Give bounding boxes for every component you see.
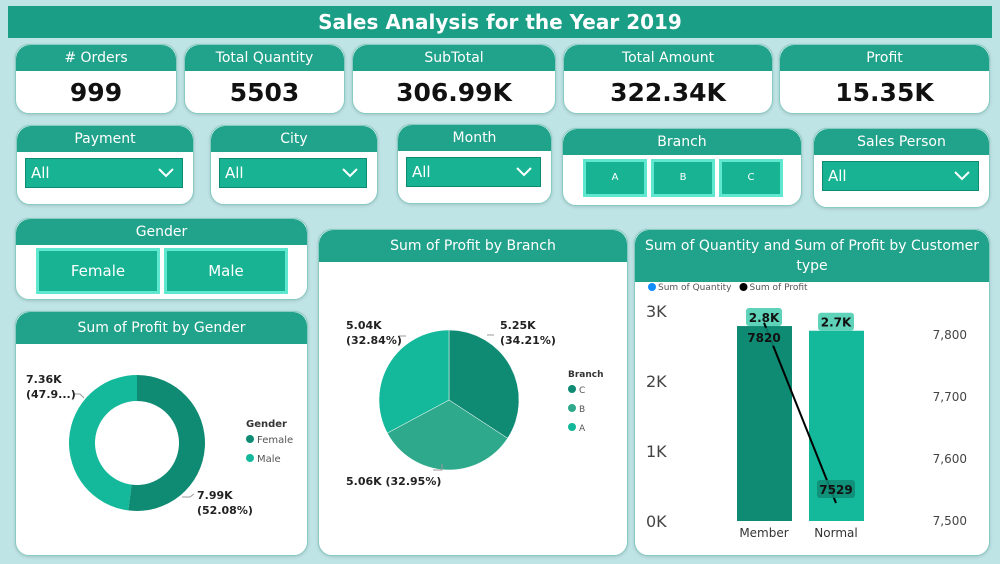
chart-card: Sum of Quantity and Sum of Profit by Cus… xyxy=(634,229,990,556)
dropdown-chevron[interactable] xyxy=(158,168,174,178)
slicer-card: Sales Person All xyxy=(813,128,990,208)
data-label: 7.36K (47.9...) xyxy=(26,373,76,401)
kpi-label: Total Amount xyxy=(564,45,772,71)
slicer-card: City All xyxy=(210,125,378,205)
branch-button[interactable]: B xyxy=(651,159,715,197)
slicer-card: Gender Female Male xyxy=(15,218,308,300)
branch-button[interactable]: C xyxy=(719,159,783,197)
gender-button[interactable]: Female xyxy=(36,248,160,294)
chart-title: Sum of Quantity and Sum of Profit by Cus… xyxy=(635,230,989,282)
branch-button[interactable]: A xyxy=(583,159,647,197)
dropdown-chevron[interactable] xyxy=(954,171,970,181)
slicer-card: Month All xyxy=(397,124,552,204)
header-bar xyxy=(8,6,992,38)
kpi-card: SubTotal 306.99K xyxy=(352,44,556,114)
chevron xyxy=(158,168,174,178)
chevron xyxy=(954,171,970,181)
kpi-label: # Orders xyxy=(16,45,176,71)
kpi-value: 999 xyxy=(69,78,123,107)
gender-button[interactable]: Male xyxy=(164,248,288,294)
slicer-label: Month xyxy=(398,125,551,151)
slicer-card: Branch A B C xyxy=(562,128,802,206)
chart-card: Sum of Profit by Branch xyxy=(318,229,628,556)
dropdown[interactable]: All xyxy=(406,157,541,187)
kpi-value: 15.35K xyxy=(835,78,934,107)
kpi-value: 306.99K xyxy=(396,78,512,107)
slicer-label: Gender xyxy=(16,219,307,245)
data-label: 5.06K (32.95%) xyxy=(346,475,442,488)
data-label: 5.04K (32.84%) xyxy=(346,319,402,347)
chevron xyxy=(516,167,532,177)
slicer-label: Branch xyxy=(563,129,801,155)
chart-title: Sum of Profit by Branch xyxy=(319,230,627,262)
dropdown[interactable]: All xyxy=(822,161,979,191)
kpi-label: Profit xyxy=(780,45,989,71)
chevron xyxy=(342,168,358,178)
kpi-value: 322.34K xyxy=(610,78,726,107)
slicer-label: Sales Person xyxy=(814,129,989,155)
kpi-label: SubTotal xyxy=(353,45,555,71)
data-label: 5.25K (34.21%) xyxy=(500,319,556,347)
kpi-card: Total Quantity 5503 xyxy=(184,44,345,114)
dashboard-title: Sales Analysis for the Year 2019 xyxy=(318,10,682,34)
dropdown[interactable]: All xyxy=(25,158,183,188)
slicer-label: Payment xyxy=(17,126,193,152)
dropdown-chevron[interactable] xyxy=(342,168,358,178)
kpi-card: # Orders 999 xyxy=(15,44,177,114)
slicer-label: City xyxy=(211,126,377,152)
chart-title: Sum of Profit by Gender xyxy=(16,312,307,344)
kpi-label: Total Quantity xyxy=(185,45,344,71)
dropdown[interactable]: All xyxy=(219,158,367,188)
slicer-card: Payment All xyxy=(16,125,194,205)
kpi-card: Profit 15.35K xyxy=(779,44,990,114)
kpi-card: Total Amount 322.34K xyxy=(563,44,773,114)
data-label: 7.99K (52.08%) xyxy=(197,489,253,517)
kpi-value: 5503 xyxy=(229,78,300,107)
dropdown-chevron[interactable] xyxy=(516,167,532,177)
chart-card: Sum of Profit by Gender xyxy=(15,311,308,556)
